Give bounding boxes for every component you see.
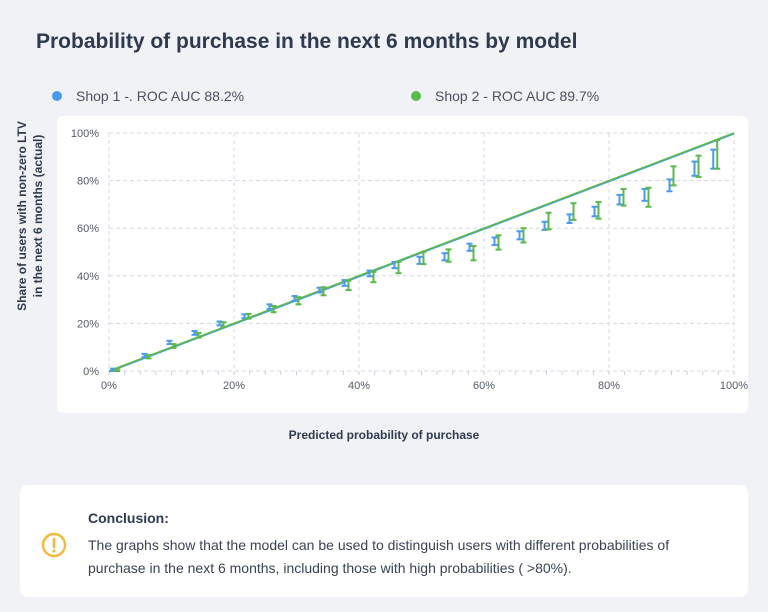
page-title: Probability of purchase in the next 6 mo… <box>36 30 578 53</box>
legend-label: Shop 1 -. ROC AUC 88.2% <box>76 88 245 104</box>
error-bar-series-1 <box>266 303 273 311</box>
error-bar-series-2 <box>620 187 627 207</box>
error-bar-series-1 <box>416 255 423 265</box>
error-bar-series-1 <box>516 230 523 241</box>
error-bar-series-2 <box>470 245 477 262</box>
error-bar-series-2 <box>170 343 177 349</box>
error-bar-series-2 <box>395 260 402 275</box>
y-tick-label: 40% <box>77 271 99 283</box>
warning-circle-icon <box>41 532 67 558</box>
y-tick-label: 80% <box>77 176 99 188</box>
legend-label: Shop 2 - ROC AUC 89.7% <box>435 88 600 104</box>
error-bar-series-1 <box>641 187 648 202</box>
error-bar-series-2 <box>595 201 602 220</box>
error-bar-series-1 <box>366 269 373 278</box>
error-bar-series-1 <box>666 178 673 193</box>
error-bar-series-1 <box>466 242 473 252</box>
error-bar-series-2 <box>714 139 721 170</box>
error-bar-series-1 <box>710 148 717 170</box>
error-bar-series-2 <box>114 367 121 372</box>
calibration-chart: 0%0% 20% 20% 40% 40% 60% 60% 80% 80% 100% 100% <box>71 128 748 392</box>
error-bar-series-1 <box>691 160 698 177</box>
conclusion-heading: Conclusion: <box>88 510 169 526</box>
error-bar-series-1 <box>591 205 598 218</box>
chart-card <box>57 116 748 413</box>
legend-dot-icon <box>52 91 62 101</box>
error-bar-series-2 <box>195 331 202 339</box>
error-bar-series-2 <box>645 186 652 208</box>
x-tick-label: 60% <box>473 380 495 392</box>
error-bar-series-1 <box>191 330 198 336</box>
x-tick-label: 40% <box>348 380 370 392</box>
error-bar-series-1 <box>491 236 498 247</box>
error-bar-series-1 <box>616 193 623 206</box>
legend-dot-icon <box>411 91 421 101</box>
error-bar-series-2 <box>220 321 227 328</box>
error-bar-series-2 <box>320 286 327 297</box>
error-bar-series-2 <box>570 202 577 221</box>
error-bar-series-2 <box>545 211 552 231</box>
error-bar-series-1 <box>566 213 573 224</box>
error-bar-series-1 <box>441 252 448 262</box>
error-bar-series-2 <box>695 154 702 179</box>
error-bar-series-1 <box>291 295 298 302</box>
error-bar-series-2 <box>445 248 452 263</box>
y-tick-label: 0% <box>83 366 99 378</box>
error-bar-series-2 <box>270 305 277 314</box>
x-tick-label: 0% <box>101 380 117 392</box>
error-bar-series-2 <box>670 165 677 187</box>
y-tick-label: 100% <box>71 128 99 140</box>
legend-item-shop-2[interactable]: Shop 2 - ROC AUC 89.7% <box>411 88 599 104</box>
error-bar-series-2 <box>245 312 252 320</box>
conclusion-card: Conclusion: The graphs show that the mod… <box>20 485 748 597</box>
error-bar-series-1 <box>141 352 148 359</box>
error-bar-series-1 <box>241 313 248 320</box>
x-tick-label: 100% <box>720 380 748 392</box>
x-tick-label: 80% <box>598 380 620 392</box>
error-bar-series-2 <box>345 279 352 292</box>
y-tick-label: 60% <box>77 223 99 235</box>
error-bar-series-2 <box>145 354 152 360</box>
x-axis-label: Predicted probability of purchase <box>288 428 480 442</box>
error-bar-series-2 <box>495 234 502 251</box>
conclusion-text: The graphs show that the model can be us… <box>88 537 670 576</box>
x-tick-label: 20% <box>223 380 245 392</box>
error-bar-series-1 <box>391 260 398 270</box>
error-bar-series-2 <box>420 250 427 266</box>
error-bar-series-2 <box>370 270 377 284</box>
y-tick-label: 20% <box>77 318 99 330</box>
legend-item-shop-1[interactable]: Shop 1 -. ROC AUC 88.2% <box>52 88 244 104</box>
error-bar-series-2 <box>295 296 302 306</box>
error-bar-series-2 <box>520 227 527 244</box>
